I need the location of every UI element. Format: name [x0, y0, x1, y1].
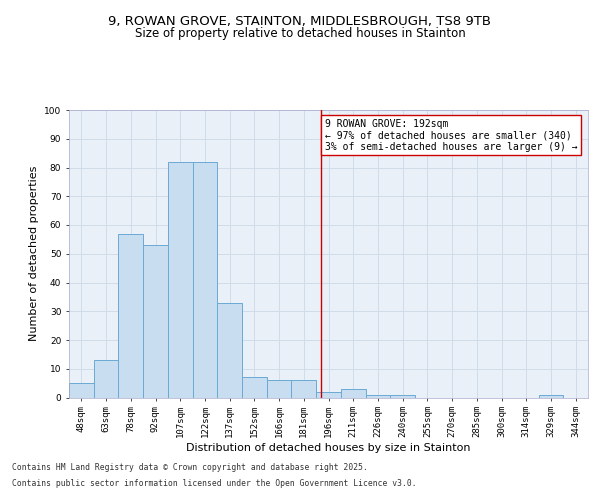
Text: 9 ROWAN GROVE: 192sqm
← 97% of detached houses are smaller (340)
3% of semi-deta: 9 ROWAN GROVE: 192sqm ← 97% of detached … [325, 118, 577, 152]
Bar [267, 380, 292, 398]
Bar [292, 380, 316, 398]
Y-axis label: Number of detached properties: Number of detached properties [29, 166, 38, 342]
Bar [365, 394, 390, 398]
Bar [316, 392, 341, 398]
Bar [143, 245, 168, 398]
Bar [390, 394, 415, 398]
Text: Contains HM Land Registry data © Crown copyright and database right 2025.: Contains HM Land Registry data © Crown c… [12, 464, 368, 472]
X-axis label: Distribution of detached houses by size in Stainton: Distribution of detached houses by size … [186, 443, 471, 453]
Bar [168, 162, 193, 398]
Bar [341, 389, 365, 398]
Bar [539, 394, 563, 398]
Bar [69, 383, 94, 398]
Bar [94, 360, 118, 398]
Text: 9, ROWAN GROVE, STAINTON, MIDDLESBROUGH, TS8 9TB: 9, ROWAN GROVE, STAINTON, MIDDLESBROUGH,… [109, 15, 491, 28]
Bar [217, 302, 242, 398]
Bar [118, 234, 143, 398]
Bar [242, 378, 267, 398]
Bar [193, 162, 217, 398]
Text: Contains public sector information licensed under the Open Government Licence v3: Contains public sector information licen… [12, 478, 416, 488]
Text: Size of property relative to detached houses in Stainton: Size of property relative to detached ho… [134, 28, 466, 40]
